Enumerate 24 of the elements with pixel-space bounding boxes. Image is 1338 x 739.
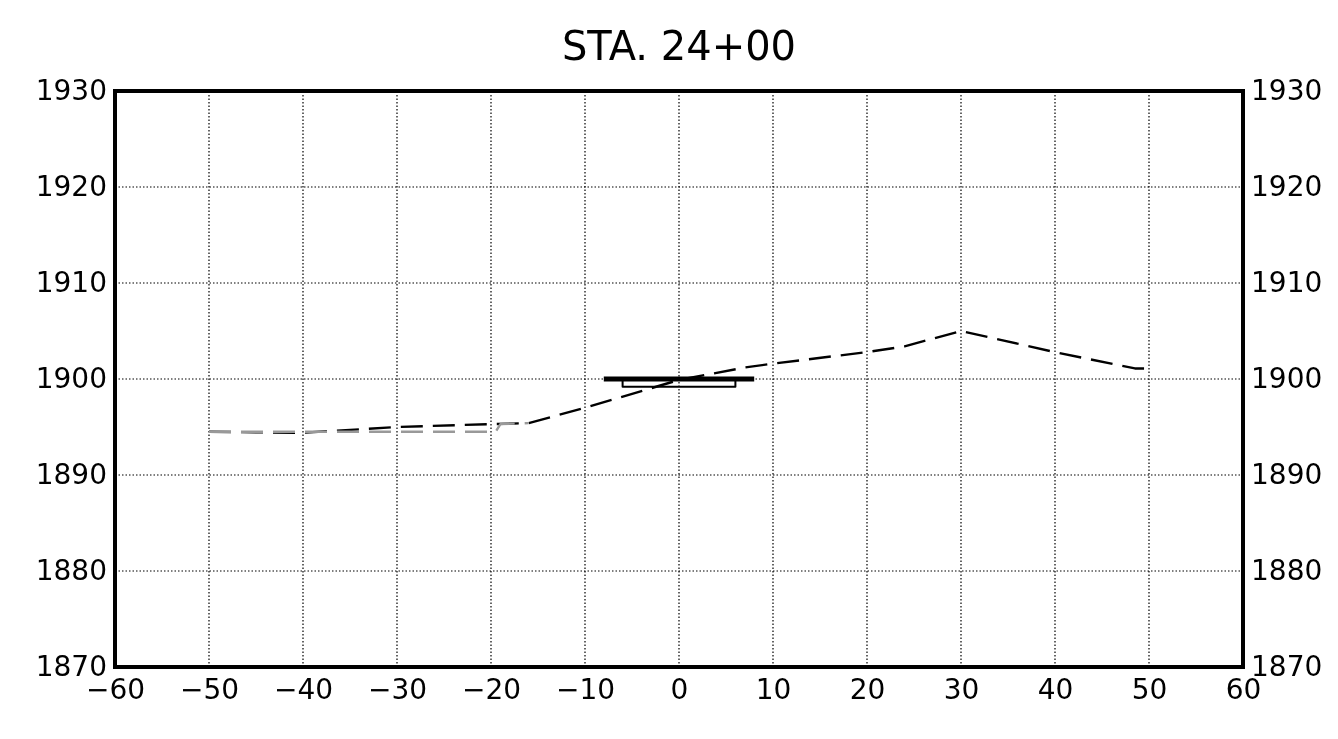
y2-tick-label: 1880 [1251,554,1323,588]
x-tick-label: −10 [555,672,616,706]
y2-tick-label: 1910 [1251,266,1323,300]
y2-tick-label: 1890 [1251,458,1323,492]
x-tick-label: 40 [1037,672,1074,706]
x-tick-label: 50 [1131,672,1168,706]
x-tick-label: 0 [670,672,689,706]
y-tick-label: 1910 [35,266,107,300]
y2-tick-label: 1930 [1251,74,1323,108]
chart-title: STA. 24+00 [561,23,797,69]
y-tick-label: 1920 [35,170,107,204]
y-tick-label: 1930 [35,74,107,108]
x-tick-label: 30 [943,672,980,706]
y2-tick-label: 1900 [1251,362,1323,396]
x-tick-label: 20 [849,672,886,706]
x-tick-label: −30 [367,672,428,706]
x-tick-label: −20 [461,672,522,706]
x-tick-label: −50 [179,672,240,706]
x-tick-label: −40 [273,672,334,706]
x-tick-label: 10 [755,672,792,706]
y-tick-label: 1880 [35,554,107,588]
y-tick-label: 1900 [35,362,107,396]
y-tick-label: 1890 [35,458,107,492]
y2-tick-label: 1920 [1251,170,1323,204]
